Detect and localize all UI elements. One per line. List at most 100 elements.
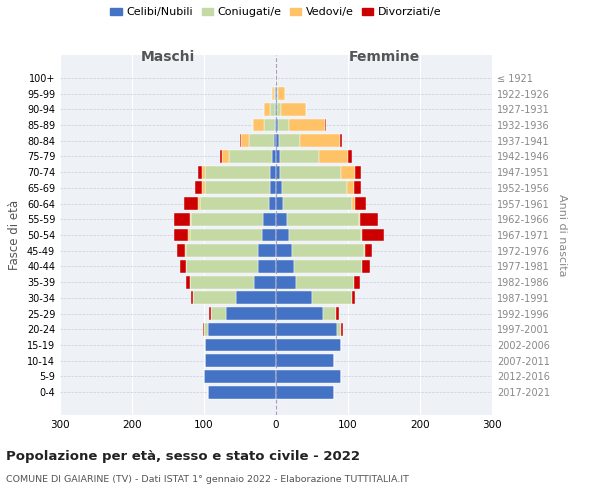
Bar xyxy=(174,213,190,226)
Bar xyxy=(276,386,334,398)
Bar xyxy=(347,182,354,194)
Bar xyxy=(278,87,286,100)
Bar xyxy=(287,213,359,226)
Bar xyxy=(359,213,360,226)
Bar xyxy=(200,197,269,210)
Bar xyxy=(276,134,279,147)
Text: Maschi: Maschi xyxy=(141,50,195,64)
Bar xyxy=(325,118,326,132)
Bar xyxy=(289,228,361,241)
Bar xyxy=(276,166,280,178)
Bar xyxy=(203,323,204,336)
Bar xyxy=(276,276,296,288)
Bar xyxy=(205,166,270,178)
Bar xyxy=(253,118,264,132)
Bar xyxy=(274,134,276,147)
Y-axis label: Anni di nascita: Anni di nascita xyxy=(557,194,566,276)
Bar xyxy=(241,134,248,147)
Bar xyxy=(272,87,274,100)
Bar xyxy=(355,166,361,178)
Bar xyxy=(211,307,226,320)
Bar xyxy=(354,182,361,194)
Bar xyxy=(276,338,341,351)
Bar xyxy=(204,370,276,383)
Bar xyxy=(292,244,364,257)
Bar xyxy=(276,182,282,194)
Bar xyxy=(258,260,276,273)
Bar xyxy=(323,307,336,320)
Bar xyxy=(276,72,277,85)
Bar xyxy=(276,354,334,367)
Bar xyxy=(204,323,208,336)
Y-axis label: Fasce di età: Fasce di età xyxy=(8,200,21,270)
Bar xyxy=(312,292,352,304)
Text: Femmine: Femmine xyxy=(349,50,419,64)
Bar xyxy=(191,213,263,226)
Bar xyxy=(205,182,270,194)
Bar xyxy=(276,307,323,320)
Bar xyxy=(208,323,276,336)
Bar xyxy=(275,87,276,100)
Bar xyxy=(269,103,275,116)
Bar xyxy=(276,150,280,163)
Bar xyxy=(276,370,341,383)
Bar xyxy=(205,338,276,351)
Bar xyxy=(222,150,229,163)
Bar xyxy=(263,213,276,226)
Bar xyxy=(276,228,289,241)
Bar xyxy=(319,150,348,163)
Bar xyxy=(352,292,355,304)
Bar xyxy=(198,197,200,210)
Bar xyxy=(248,134,274,147)
Bar xyxy=(270,166,276,178)
Bar xyxy=(276,118,278,132)
Bar xyxy=(340,134,342,147)
Bar xyxy=(180,260,186,273)
Bar xyxy=(226,307,276,320)
Bar xyxy=(264,118,275,132)
Bar xyxy=(272,150,276,163)
Bar xyxy=(264,103,269,116)
Bar xyxy=(202,166,205,178)
Bar xyxy=(174,228,188,241)
Bar xyxy=(337,323,341,336)
Bar xyxy=(276,197,283,210)
Bar xyxy=(276,244,292,257)
Bar xyxy=(275,118,276,132)
Bar xyxy=(236,292,276,304)
Bar xyxy=(275,103,276,116)
Bar xyxy=(262,228,276,241)
Bar xyxy=(185,244,186,257)
Bar xyxy=(190,228,262,241)
Bar xyxy=(354,276,359,288)
Bar xyxy=(269,197,276,210)
Bar xyxy=(277,103,281,116)
Bar xyxy=(278,118,289,132)
Bar xyxy=(336,307,340,320)
Bar xyxy=(289,118,325,132)
Bar xyxy=(362,228,384,241)
Bar xyxy=(202,182,205,194)
Bar xyxy=(184,197,198,210)
Bar xyxy=(190,276,254,288)
Bar xyxy=(276,323,337,336)
Bar xyxy=(352,197,355,210)
Bar xyxy=(355,197,366,210)
Bar xyxy=(280,166,341,178)
Bar xyxy=(191,292,193,304)
Bar xyxy=(186,276,190,288)
Bar xyxy=(254,276,276,288)
Bar xyxy=(283,197,352,210)
Bar xyxy=(240,134,241,147)
Text: Popolazione per età, sesso e stato civile - 2022: Popolazione per età, sesso e stato civil… xyxy=(6,450,360,463)
Bar xyxy=(279,134,301,147)
Bar xyxy=(276,103,277,116)
Bar xyxy=(280,150,319,163)
Bar xyxy=(276,213,287,226)
Bar xyxy=(294,260,362,273)
Bar xyxy=(229,150,272,163)
Bar xyxy=(361,228,362,241)
Bar xyxy=(281,103,306,116)
Bar xyxy=(282,182,347,194)
Bar xyxy=(209,307,211,320)
